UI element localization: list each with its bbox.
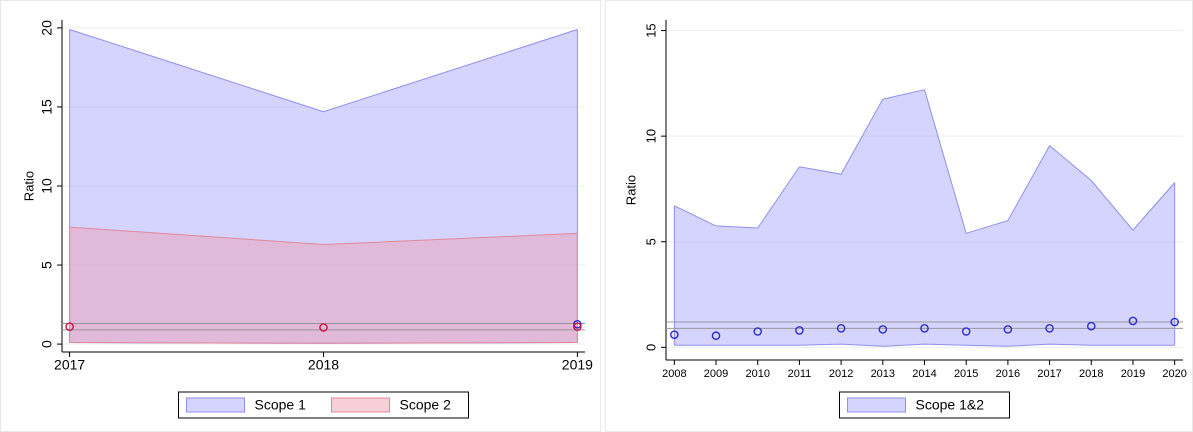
y-axis-label: Ratio [623,175,638,205]
area-fill [69,227,578,344]
area-fill [674,89,1175,347]
area-lower [674,343,1175,347]
point [795,326,804,335]
point [1086,321,1096,331]
point [573,322,582,332]
x-tick-label: 2016 [996,368,1020,380]
point [573,320,582,329]
x-tick-label: 2018 [308,357,339,373]
legend-label: Scope 1&2 [916,397,985,413]
area-upper [69,29,578,113]
x-tick-label: 2017 [54,357,85,373]
x-tick-label: 2017 [1037,368,1061,380]
y-tick-label: 5 [39,261,55,269]
point [1045,324,1054,333]
x-tick-label: 2015 [954,368,978,380]
y-tick-label: 0 [643,344,658,351]
x-tick-label: 2009 [704,368,728,380]
point [1003,325,1013,334]
x-tick-label: 2020 [1162,368,1186,380]
area-upper [674,89,1176,234]
y-tick-label: 20 [39,20,55,36]
legend-swatch [847,397,906,413]
y-tick-label: 15 [39,99,55,115]
point [1170,317,1179,327]
point [711,331,721,341]
point [836,324,846,333]
x-tick-label: 2019 [1121,368,1145,380]
y-tick-label: 15 [643,23,658,37]
legend-label: Scope 1 [255,397,307,413]
legend-swatch [331,397,390,413]
legend-swatch [186,397,245,413]
x-tick-label: 2011 [788,368,812,380]
point [670,330,679,339]
x-tick-label: 2013 [871,368,895,380]
point [319,323,328,332]
x-tick-label: 2018 [1079,368,1103,380]
legend-label: Scope 2 [400,397,452,413]
x-tick-label: 2008 [662,368,686,380]
x-tick-label: 2019 [562,357,593,373]
area-lower [69,342,578,344]
point [920,324,929,333]
y-tick-label: 10 [39,178,55,194]
y-tick-label: 5 [643,238,658,245]
y-tick-label: 10 [643,129,658,143]
point [961,327,971,336]
area-upper [69,226,578,245]
point [1128,316,1138,326]
x-tick-label: 2010 [745,368,769,380]
x-tick-label: 2014 [912,368,936,380]
point [753,327,763,336]
y-axis-label: Ratio [21,171,36,201]
y-tick-label: 0 [39,340,55,348]
point [65,322,74,332]
x-tick-label: 2012 [829,368,853,380]
point [878,325,888,334]
